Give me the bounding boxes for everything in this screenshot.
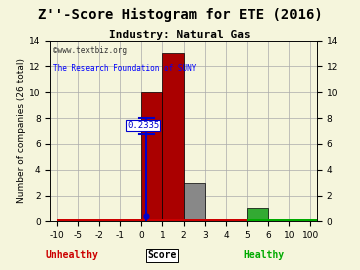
- Text: Score: Score: [148, 250, 177, 260]
- Y-axis label: Number of companies (26 total): Number of companies (26 total): [17, 58, 26, 204]
- Bar: [247, 219, 332, 221]
- Text: Industry: Natural Gas: Industry: Natural Gas: [109, 30, 251, 40]
- Text: Unhealthy: Unhealthy: [45, 250, 98, 260]
- Text: Z''-Score Histogram for ETE (2016): Z''-Score Histogram for ETE (2016): [38, 8, 322, 22]
- Bar: [162, 53, 184, 221]
- Bar: [141, 92, 162, 221]
- Text: The Research Foundation of SUNY: The Research Foundation of SUNY: [53, 64, 197, 73]
- Bar: [57, 219, 247, 221]
- Text: 0.2335: 0.2335: [127, 121, 159, 130]
- Bar: [247, 208, 268, 221]
- Text: ©www.textbiz.org: ©www.textbiz.org: [53, 46, 127, 55]
- Bar: [184, 183, 205, 221]
- Text: Healthy: Healthy: [243, 250, 284, 260]
